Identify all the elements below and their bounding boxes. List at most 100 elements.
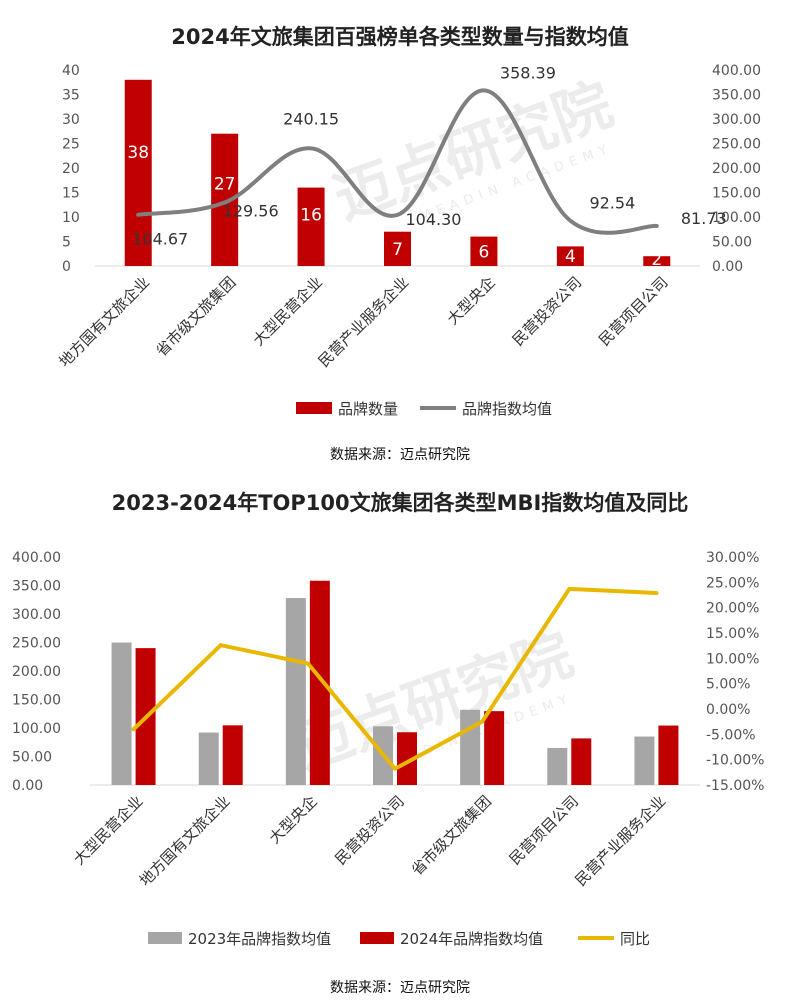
legend-label: 2023年品牌指数均值 — [188, 930, 331, 948]
left-axis-tick: 0.00 — [12, 778, 43, 794]
bar-data-label: 6 — [479, 242, 490, 262]
right-axis-tick: 0.00% — [706, 702, 750, 718]
legend-label: 品牌指数均值 — [462, 400, 552, 418]
left-axis-tick: 40 — [62, 63, 80, 79]
left-axis-tick: 350.00 — [12, 579, 61, 595]
bar-2023 — [198, 732, 219, 785]
left-axis-tick: 10 — [62, 210, 80, 226]
legend-label: 2024年品牌指数均值 — [400, 930, 543, 948]
left-axis-tick: 100.00 — [12, 721, 61, 737]
line-data-label: 104.30 — [406, 210, 462, 229]
chart-2-source: 数据来源：迈点研究院 — [330, 980, 470, 996]
category-label: 省市级文旅集团 — [408, 792, 495, 879]
category-label: 民营投资公司 — [331, 792, 407, 868]
bar-2023 — [547, 747, 568, 785]
category-label: 大型央企 — [266, 792, 321, 847]
bar — [384, 231, 411, 266]
right-axis-tick: 25.00% — [706, 575, 759, 591]
right-axis-tick: 350.00 — [712, 88, 761, 104]
bar — [556, 246, 584, 266]
left-axis-tick: 200.00 — [12, 664, 61, 680]
right-axis-tick: 100.00 — [712, 210, 761, 226]
category-label: 民营项目公司 — [506, 792, 582, 868]
right-axis-tick: -5.00% — [706, 727, 756, 743]
right-axis-tick: -10.00% — [706, 753, 764, 769]
legend-swatch-2024 — [360, 932, 394, 944]
bar-2023 — [111, 642, 132, 785]
bar-2024 — [397, 732, 417, 785]
left-axis-tick: 0 — [62, 259, 71, 275]
category-label: 民营投资公司 — [509, 273, 585, 349]
left-axis-tick: 15 — [62, 186, 80, 202]
bar-2023 — [285, 598, 306, 785]
chart-1-source: 数据来源：迈点研究院 — [330, 447, 470, 463]
right-axis-tick: 5.00% — [706, 677, 750, 693]
left-axis-tick: 20 — [62, 161, 80, 177]
left-axis-tick: 25 — [62, 137, 80, 153]
category-label: 大型央企 — [444, 273, 499, 328]
right-axis-tick: 30.00% — [706, 550, 759, 566]
right-axis-tick: 150.00 — [712, 186, 761, 202]
category-label: 民营产业服务企业 — [315, 273, 413, 371]
line-data-label: 129.56 — [223, 202, 279, 221]
chart-2: 2023-2024年TOP100文旅集团各类型MBI指数均值及同比迈点研究院ME… — [12, 491, 764, 996]
series-line — [131, 586, 659, 771]
bar-2024 — [571, 738, 592, 785]
right-axis-tick: 50.00 — [712, 235, 752, 251]
left-axis-tick: 400.00 — [12, 550, 61, 566]
right-axis-tick: 20.00% — [706, 601, 759, 617]
category-label: 大型民营企业 — [250, 273, 326, 349]
bar-data-label: 27 — [214, 174, 236, 194]
left-axis-tick: 5 — [62, 235, 71, 251]
bar — [470, 236, 498, 266]
left-axis-tick: 50.00 — [12, 750, 52, 766]
chart-1-title: 2024年文旅集团百强榜单各类型数量与指数均值 — [171, 25, 628, 49]
category-label: 民营项目公司 — [595, 273, 671, 349]
category-label: 省市级文旅集团 — [152, 273, 239, 360]
legend-swatch-bar — [296, 402, 332, 414]
bar-2024 — [658, 725, 679, 785]
category-label: 大型民营企业 — [70, 792, 146, 868]
bar-2024 — [309, 580, 330, 785]
right-axis-tick: 10.00% — [706, 651, 759, 667]
bar-data-label: 38 — [127, 143, 149, 163]
category-label: 地方国有文旅企业 — [55, 273, 153, 371]
bar-2024 — [484, 711, 505, 785]
right-axis-tick: 400.00 — [712, 63, 761, 79]
left-axis-tick: 150.00 — [12, 693, 61, 709]
bar-data-label: 4 — [565, 247, 576, 267]
right-axis-tick: 15.00% — [706, 626, 759, 642]
line-data-label: 240.15 — [283, 109, 339, 128]
legend-label: 品牌数量 — [338, 400, 398, 418]
bar-2023 — [634, 736, 655, 785]
series-line — [136, 88, 659, 235]
category-label: 地方国有文旅企业 — [136, 792, 234, 890]
left-axis-tick: 300.00 — [12, 607, 61, 623]
right-axis-tick: 0.00 — [712, 259, 743, 275]
bar — [297, 187, 325, 266]
left-axis-tick: 250.00 — [12, 636, 61, 652]
bar-data-label: 2 — [651, 250, 662, 270]
left-axis-tick: 30 — [62, 112, 80, 128]
chart-2-title: 2023-2024年TOP100文旅集团各类型MBI指数均值及同比 — [112, 491, 689, 515]
line-data-label: 92.54 — [589, 194, 635, 213]
legend: 品牌数量 品牌指数均值 — [296, 400, 552, 418]
bar-data-label: 16 — [300, 206, 322, 226]
right-axis-tick: 250.00 — [712, 137, 761, 153]
right-axis-tick: 200.00 — [712, 161, 761, 177]
right-axis-tick: 300.00 — [712, 112, 761, 128]
bar-data-label: 7 — [392, 240, 403, 260]
legend: 2023年品牌指数均值 2024年品牌指数均值 同比 — [148, 930, 650, 948]
line-data-label: 104.67 — [132, 230, 188, 249]
category-label: 民营产业服务企业 — [572, 792, 670, 890]
bar-2023 — [460, 709, 481, 785]
left-axis-tick: 35 — [62, 88, 80, 104]
bar — [643, 256, 671, 266]
bar — [124, 79, 152, 266]
line-data-label: 358.39 — [500, 63, 556, 82]
legend-swatch-2023 — [148, 932, 182, 944]
